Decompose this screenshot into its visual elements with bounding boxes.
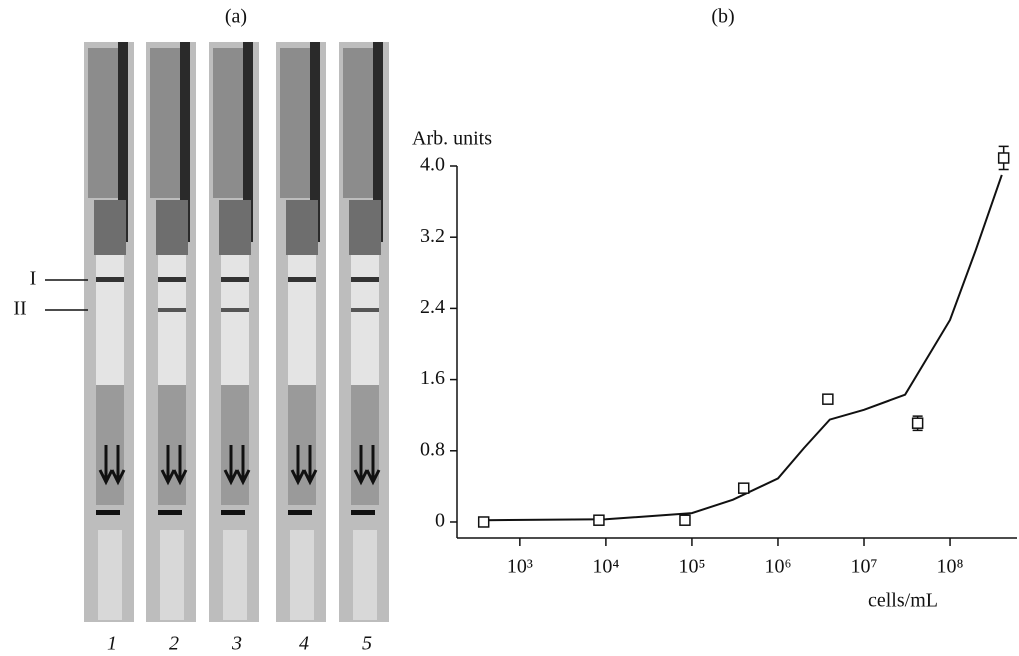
wick — [353, 530, 377, 620]
y-tick-label: 3.2 — [420, 225, 445, 247]
panel-label: (a) — [225, 6, 247, 28]
band — [96, 277, 124, 282]
strip-edge — [180, 42, 190, 242]
data-point — [997, 152, 1010, 164]
band — [158, 308, 186, 312]
line-label: I — [30, 268, 37, 290]
strip-edge — [118, 42, 128, 242]
sample-pad — [221, 385, 249, 505]
x-tick-label: 10⁴ — [592, 556, 619, 578]
band — [288, 277, 316, 282]
arrow — [223, 445, 251, 486]
strip-photo — [84, 42, 389, 622]
y-tick-label: 0.8 — [420, 438, 445, 460]
x-tick-label: 10⁷ — [851, 556, 878, 578]
membrane — [351, 255, 379, 385]
strip-label: 2 — [169, 633, 179, 655]
strip-pad — [88, 48, 120, 198]
x-tick-label: 10³ — [507, 556, 533, 578]
sample-pad — [351, 385, 379, 505]
data-point — [911, 417, 924, 429]
wick — [223, 530, 247, 620]
wick — [290, 530, 314, 620]
marker-line — [221, 510, 245, 515]
strip-pad — [343, 48, 375, 198]
strip-pad — [280, 48, 312, 198]
sample-pad — [288, 385, 316, 505]
line-label: II — [13, 298, 26, 320]
strip-pad — [213, 48, 245, 198]
y-axis-title: Arb. units — [412, 128, 492, 150]
membrane — [221, 255, 249, 385]
strip-label: 5 — [362, 633, 372, 655]
band — [351, 308, 379, 312]
band — [221, 277, 249, 282]
x-tick-label: 10⁸ — [937, 556, 964, 578]
data-point — [679, 514, 691, 526]
chart-title: (b) — [711, 6, 734, 28]
x-axis-title: cells/mL — [868, 590, 938, 612]
conjugate-pad — [349, 200, 381, 255]
strip-label: 3 — [231, 633, 242, 655]
wick — [160, 530, 184, 620]
marker-line — [96, 510, 120, 515]
marker-line — [158, 510, 182, 515]
conjugate-pad — [94, 200, 126, 255]
arrow — [353, 445, 381, 486]
conjugate-pad — [219, 200, 251, 255]
strip-label: 4 — [299, 633, 309, 655]
data-point — [477, 516, 490, 528]
x-tick-label: 10⁵ — [678, 556, 705, 578]
strip-edge — [373, 42, 383, 242]
x-tick-label: 10⁶ — [764, 556, 791, 578]
membrane — [158, 255, 186, 385]
wick — [98, 530, 122, 620]
y-tick-label: 1.6 — [420, 367, 445, 389]
sample-pad — [96, 385, 124, 505]
band — [351, 277, 379, 282]
y-tick-label: 2.4 — [420, 296, 445, 318]
y-tick-label: 0 — [435, 510, 445, 532]
data-point — [593, 514, 605, 526]
strip-edge — [310, 42, 320, 242]
arrow — [160, 445, 188, 486]
strip-pad — [150, 48, 182, 198]
data-point — [737, 482, 750, 494]
marker-line — [351, 510, 375, 515]
marker-line — [288, 510, 312, 515]
fit-curve — [483, 174, 1003, 522]
band — [158, 277, 186, 282]
sample-pad — [158, 385, 186, 505]
band — [221, 308, 249, 312]
data-point — [822, 393, 834, 405]
strip-edge — [243, 42, 253, 242]
y-tick-label: 4.0 — [420, 154, 445, 176]
arrow — [290, 445, 318, 486]
strip-label: 1 — [107, 633, 117, 655]
membrane — [288, 255, 316, 385]
membrane — [96, 255, 124, 385]
conjugate-pad — [156, 200, 188, 255]
arrow — [98, 445, 126, 486]
conjugate-pad — [286, 200, 318, 255]
